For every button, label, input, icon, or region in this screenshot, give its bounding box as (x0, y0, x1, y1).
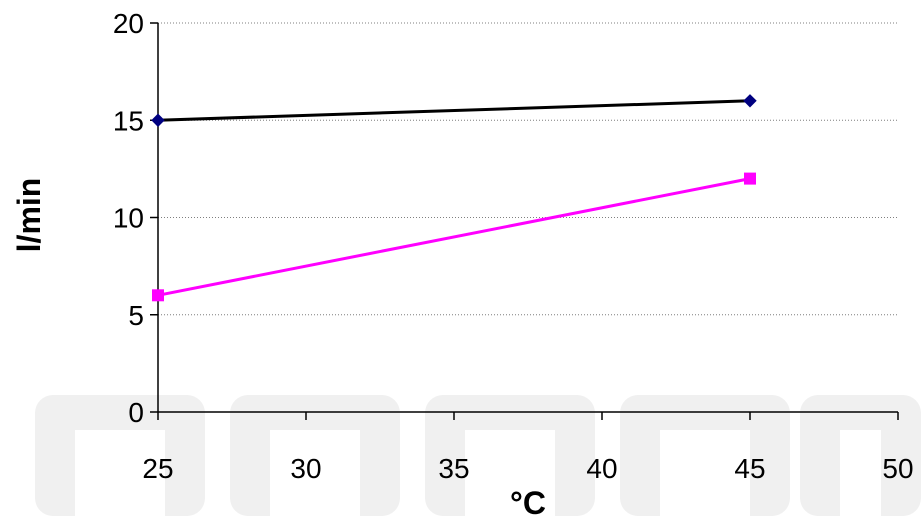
watermark-letter-m (35, 395, 205, 516)
series-layer (151, 94, 757, 302)
tick-labels: 0 5 10 15 20 25 30 35 40 45 50 (113, 8, 914, 484)
series-1 (151, 94, 757, 127)
series-2-line (157, 177, 751, 297)
gridlines (158, 22, 898, 316)
x-axis-title: °C (510, 485, 546, 516)
y-tick-label-20: 20 (113, 8, 144, 39)
watermark-letter-a (230, 395, 400, 516)
x-tick-label-50: 50 (882, 453, 913, 484)
x-tick-label-40: 40 (586, 453, 617, 484)
series-2-point-1 (152, 289, 164, 302)
y-tick-label-5: 5 (128, 300, 144, 331)
series-1-point-2 (743, 94, 757, 108)
axes (150, 22, 899, 420)
y-tick-label-15: 15 (113, 105, 144, 136)
watermark-letter-o (800, 395, 921, 516)
series-2-point-2 (744, 172, 756, 185)
series-2 (152, 172, 756, 302)
x-tick-label-45: 45 (734, 453, 765, 484)
series-1-line (157, 99, 751, 122)
y-tick-label-0: 0 (128, 397, 144, 428)
watermark-letter-r (425, 395, 595, 516)
watermark-letter-c (620, 395, 790, 516)
y-tick-label-10: 10 (113, 203, 144, 234)
series-1-point-1 (151, 113, 165, 127)
x-tick-label-30: 30 (290, 453, 321, 484)
watermark-logo (35, 395, 921, 516)
x-tick-label-25: 25 (142, 453, 173, 484)
x-tick-label-35: 35 (438, 453, 469, 484)
y-axis-title: l/min (11, 178, 47, 253)
